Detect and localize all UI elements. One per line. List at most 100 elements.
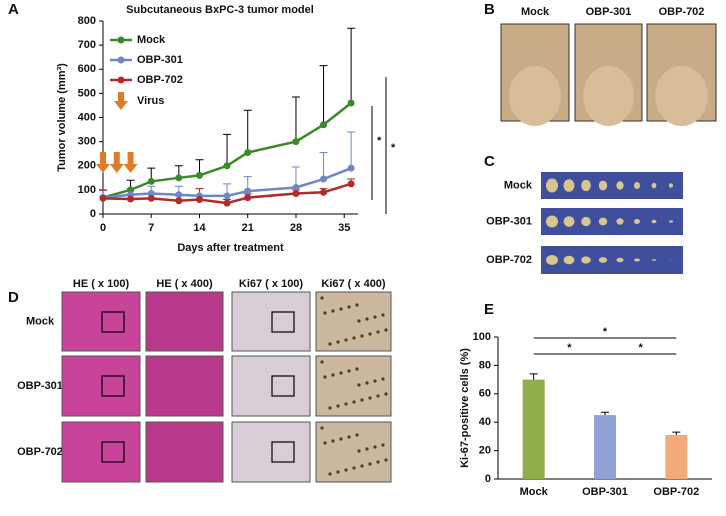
micrograph bbox=[145, 291, 224, 352]
virus-arrow bbox=[96, 152, 110, 173]
panel-label: A bbox=[8, 1, 19, 18]
stained-nucleus bbox=[323, 311, 327, 315]
photo bbox=[541, 172, 683, 199]
stained-nucleus bbox=[347, 305, 351, 309]
x-tick-label: 28 bbox=[290, 222, 302, 234]
stained-nucleus bbox=[373, 315, 377, 319]
tumor bbox=[546, 178, 558, 193]
row-label: OBP-702 bbox=[486, 254, 532, 266]
y-tick-label: 80 bbox=[479, 359, 491, 371]
data-point bbox=[320, 175, 328, 183]
stained-nucleus bbox=[339, 307, 343, 311]
bar bbox=[594, 415, 616, 479]
stained-nucleus bbox=[328, 342, 332, 346]
data-point bbox=[292, 189, 300, 197]
data-point bbox=[320, 188, 328, 196]
stained-nucleus bbox=[352, 400, 356, 404]
stained-nucleus bbox=[323, 375, 327, 379]
tumor bbox=[581, 216, 591, 227]
y-tick-label: 0 bbox=[90, 208, 96, 220]
tumor bbox=[581, 256, 591, 264]
column-label: OBP-301 bbox=[586, 6, 632, 18]
stained-nucleus bbox=[328, 406, 332, 410]
data-point bbox=[175, 191, 183, 199]
data-point bbox=[244, 148, 252, 156]
data-point bbox=[147, 189, 155, 197]
stained-nucleus bbox=[355, 303, 359, 307]
tumor bbox=[563, 179, 575, 192]
bar bbox=[522, 379, 545, 479]
stained-nucleus bbox=[355, 433, 359, 437]
stained-nucleus bbox=[368, 396, 372, 400]
data-point bbox=[347, 180, 355, 188]
photo bbox=[541, 208, 683, 235]
stained-nucleus bbox=[357, 449, 361, 453]
row-label: OBP-301 bbox=[486, 215, 532, 227]
micrograph bbox=[231, 355, 311, 417]
micrograph bbox=[145, 421, 224, 483]
significance-star: * bbox=[567, 342, 572, 354]
tumor bbox=[563, 255, 575, 265]
tumor bbox=[598, 180, 608, 191]
y-tick-label: 0 bbox=[485, 473, 491, 485]
stained-nucleus bbox=[336, 470, 340, 474]
stained-nucleus bbox=[376, 460, 380, 464]
column-label: Ki67 ( x 400) bbox=[321, 278, 386, 290]
chart-title: Subcutaneous BxPC-3 tumor model bbox=[126, 4, 314, 16]
stained-nucleus bbox=[365, 447, 369, 451]
legend-marker bbox=[117, 76, 125, 84]
photo-detail bbox=[655, 66, 708, 126]
panel-label: B bbox=[484, 1, 495, 18]
row-label: Mock bbox=[504, 179, 533, 191]
micrograph bbox=[315, 291, 392, 352]
zoom-box bbox=[101, 375, 125, 397]
y-tick-label: 20 bbox=[479, 445, 491, 457]
data-point bbox=[320, 121, 328, 129]
stained-nucleus bbox=[344, 468, 348, 472]
data-point bbox=[244, 187, 252, 195]
tumor bbox=[651, 259, 657, 261]
data-point bbox=[127, 186, 135, 194]
y-tick-label: 700 bbox=[78, 39, 96, 51]
tumor bbox=[616, 181, 624, 190]
significance-star: * bbox=[377, 135, 382, 147]
data-point bbox=[223, 162, 231, 170]
x-tick-label: OBP-702 bbox=[653, 486, 699, 498]
legend-marker bbox=[117, 56, 125, 64]
stained-nucleus bbox=[357, 319, 361, 323]
y-tick-label: 100 bbox=[78, 184, 96, 196]
row-label: Mock bbox=[26, 315, 55, 327]
data-point bbox=[292, 138, 300, 146]
data-point bbox=[244, 194, 252, 202]
row-label: OBP-702 bbox=[17, 446, 63, 458]
stained-nucleus bbox=[352, 466, 356, 470]
stained-nucleus bbox=[384, 392, 388, 396]
legend-label: Virus bbox=[137, 95, 164, 107]
y-axis-label: Ki-67-positive cells (%) bbox=[459, 348, 471, 468]
micrograph bbox=[61, 421, 141, 483]
error-bar bbox=[672, 431, 681, 435]
stained-nucleus bbox=[384, 328, 388, 332]
stained-nucleus bbox=[365, 317, 369, 321]
data-point bbox=[223, 199, 231, 207]
zoom-box bbox=[271, 441, 295, 463]
error-bar bbox=[243, 109, 252, 153]
stained-nucleus bbox=[336, 404, 340, 408]
data-point bbox=[347, 164, 355, 172]
stained-nucleus bbox=[368, 332, 372, 336]
stained-nucleus bbox=[331, 439, 335, 443]
panel-label: E bbox=[484, 301, 494, 318]
stained-nucleus bbox=[355, 367, 359, 371]
zoom-box bbox=[101, 311, 125, 333]
x-tick-label: 21 bbox=[242, 222, 254, 234]
error-bar bbox=[601, 411, 609, 416]
stained-nucleus bbox=[320, 426, 324, 430]
tumor bbox=[616, 257, 624, 263]
column-label: Ki67 ( x 100) bbox=[239, 278, 304, 290]
stained-nucleus bbox=[336, 340, 340, 344]
y-tick-label: 40 bbox=[479, 416, 491, 428]
stained-nucleus bbox=[331, 373, 335, 377]
data-point bbox=[175, 174, 183, 182]
stained-nucleus bbox=[360, 334, 364, 338]
